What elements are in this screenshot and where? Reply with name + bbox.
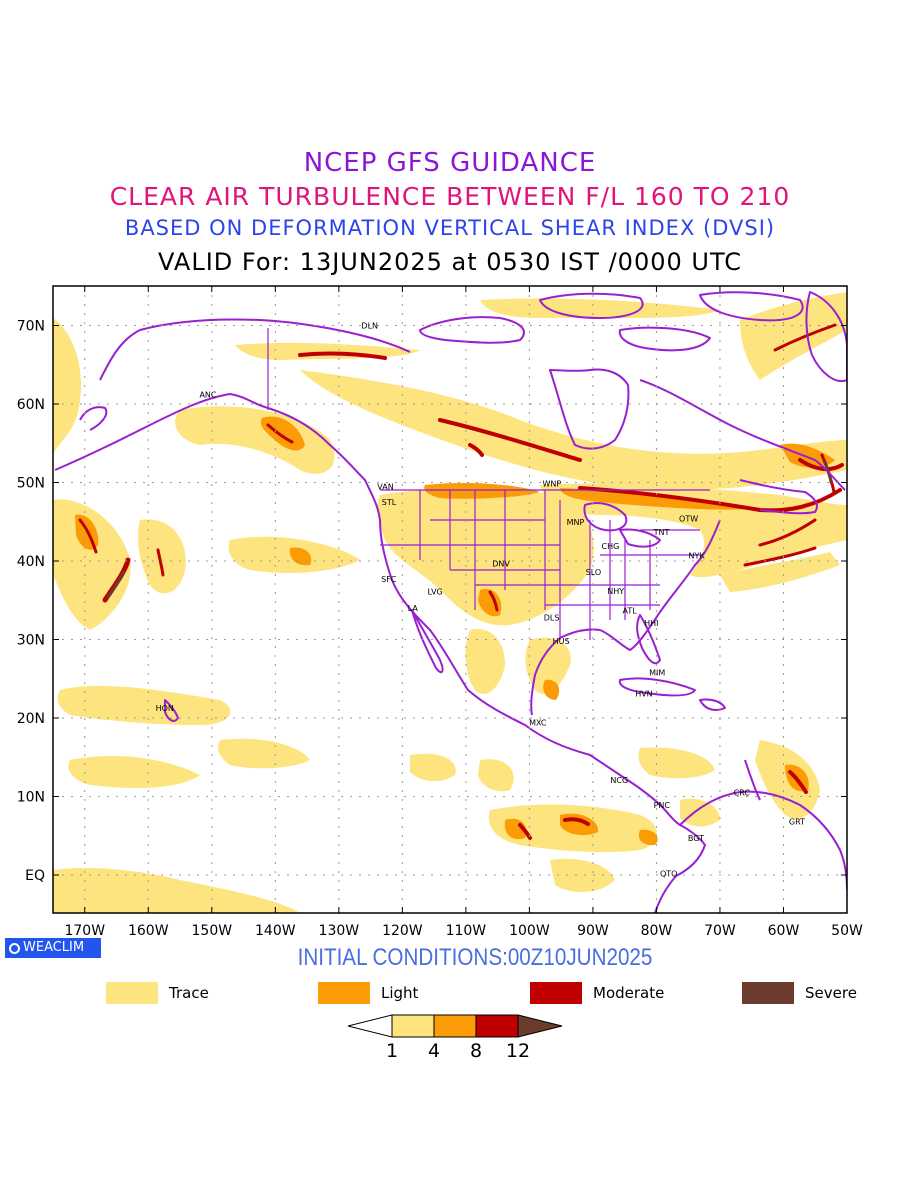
map-frame — [52, 285, 848, 914]
station-label-dnv: DNV — [492, 559, 510, 568]
station-label-lvg: LVG — [427, 588, 442, 597]
lon-label: 60W — [768, 923, 800, 939]
axis-ticks — [53, 286, 848, 913]
legend-label-severe: Severe — [805, 984, 857, 1002]
legend-swatch-moderate — [530, 982, 582, 1004]
legend-label-light: Light — [381, 984, 419, 1002]
weaclim-logo-text: WEACLIM — [23, 940, 85, 955]
lon-label: 160W — [128, 923, 169, 939]
station-label-la: LA — [408, 604, 419, 613]
station-label-nyk: NYK — [689, 552, 706, 561]
lat-label: 30N — [17, 633, 45, 649]
lat-label: 60N — [17, 397, 45, 413]
lon-label: 150W — [192, 923, 233, 939]
station-label-mnp: MNP — [567, 518, 585, 527]
colorbar-left-arrow — [347, 1014, 393, 1038]
map-area: DLN ANC VAN STL WNP MNP TNT OTW CHG NYK DNV SFC LVG S… — [53, 286, 847, 913]
lat-label: 40N — [17, 554, 45, 570]
colorbar-tick-label: 8 — [470, 1040, 482, 1062]
valid-time: VALID For: 13JUN2025 at 0530 IST /0000 U… — [158, 248, 742, 276]
station-label-crc: CRC — [734, 789, 751, 798]
lat-label: EQ — [25, 868, 45, 884]
station-label-hus: HUS — [553, 637, 570, 646]
station-label-mim: MIM — [649, 668, 665, 677]
lon-label: 80W — [641, 923, 673, 939]
station-label-wnp: WNP — [542, 479, 561, 488]
lon-label: 90W — [577, 923, 609, 939]
lat-label: 50N — [17, 476, 45, 492]
legend-swatch-trace — [106, 982, 158, 1004]
station-label-mxc: MXC — [529, 719, 547, 728]
station-label-dln: DLN — [361, 322, 378, 331]
legend-label-trace: Trace — [169, 984, 209, 1002]
station-label-nhy: NHY — [607, 587, 624, 596]
weaclim-logo-icon — [9, 943, 20, 954]
station-label-dls: DLS — [544, 614, 560, 623]
legend-swatch-severe — [742, 982, 794, 1004]
station-label-atl: ATL — [622, 606, 637, 615]
station-label-ncg: NCG — [610, 776, 628, 785]
station-label-hvn: HVN — [635, 690, 652, 699]
colorbar-tick-label: 4 — [428, 1040, 440, 1062]
station-label-stl: STL — [382, 498, 397, 507]
lon-label: 130W — [319, 923, 360, 939]
latitude-labels: 70N 60N 50N 40N 30N 20N 10N EQ — [17, 319, 45, 885]
station-label-chg: CHG — [602, 542, 620, 551]
initial-conditions: INITIAL CONDITIONS:00Z10JUN2025 — [297, 944, 653, 971]
station-label-hhi: HHI — [644, 619, 658, 628]
station-label-qto: QTO — [660, 869, 677, 878]
station-label-grt: GRT — [789, 818, 805, 827]
graticule — [53, 286, 847, 913]
station-label-hon: HON — [156, 704, 174, 713]
colorbar-segment-light — [433, 1014, 477, 1038]
trace-areas — [53, 292, 847, 913]
lon-label: 170W — [64, 923, 105, 939]
lon-label: 120W — [382, 923, 423, 939]
lon-label: 100W — [509, 923, 550, 939]
coastlines — [54, 291, 847, 913]
weaclim-logo: WEACLIM — [5, 938, 101, 958]
colorbar-segment-trace — [391, 1014, 435, 1038]
station-label-bgt: BGT — [688, 834, 704, 843]
station-label-sfc: SFC — [381, 575, 397, 584]
colorbar-tick-label: 1 — [386, 1040, 398, 1062]
lat-label: 70N — [17, 319, 45, 335]
lon-label: 140W — [255, 923, 296, 939]
lat-label: 20N — [17, 711, 45, 727]
state-borders — [267, 328, 710, 640]
turbulence-shading — [53, 292, 847, 913]
station-label-otw: OTW — [679, 515, 698, 524]
colorbar-right-arrow — [517, 1014, 563, 1038]
station-label-pnc: PNC — [654, 801, 671, 810]
lat-label: 10N — [17, 790, 45, 806]
lon-label: 50W — [831, 923, 863, 939]
lon-label: 110W — [446, 923, 487, 939]
light-areas — [75, 416, 835, 846]
station-label-anc: ANC — [199, 391, 216, 400]
legend-label-moderate: Moderate — [593, 984, 665, 1002]
colorbar-tick-labels: 1 4 8 12 — [386, 1040, 530, 1062]
colorbar-tick-label: 12 — [506, 1040, 530, 1062]
station-label-tnt: TNT — [653, 528, 670, 537]
station-label-slo: SLO — [586, 568, 602, 577]
station-label-van: VAN — [377, 482, 393, 491]
colorbar-segment-moderate — [475, 1014, 519, 1038]
station-labels: DLN ANC VAN STL WNP MNP TNT OTW CHG NYK DNV SFC LVG S… — [156, 322, 805, 879]
longitude-labels: 170W 160W 150W 140W 130W 120W 110W 100W 90W 80W 70… — [64, 923, 863, 939]
colorbar: 1 4 8 12 — [347, 1014, 563, 1062]
title-line-3: BASED ON DEFORMATION VERTICAL SHEAR INDE… — [124, 216, 776, 240]
title-line-2: CLEAR AIR TURBULENCE BETWEEN F/L 160 TO … — [109, 182, 791, 211]
title-line-1: NCEP GFS GUIDANCE — [303, 148, 597, 178]
lon-label: 70W — [704, 923, 736, 939]
legend-swatch-light — [318, 982, 370, 1004]
